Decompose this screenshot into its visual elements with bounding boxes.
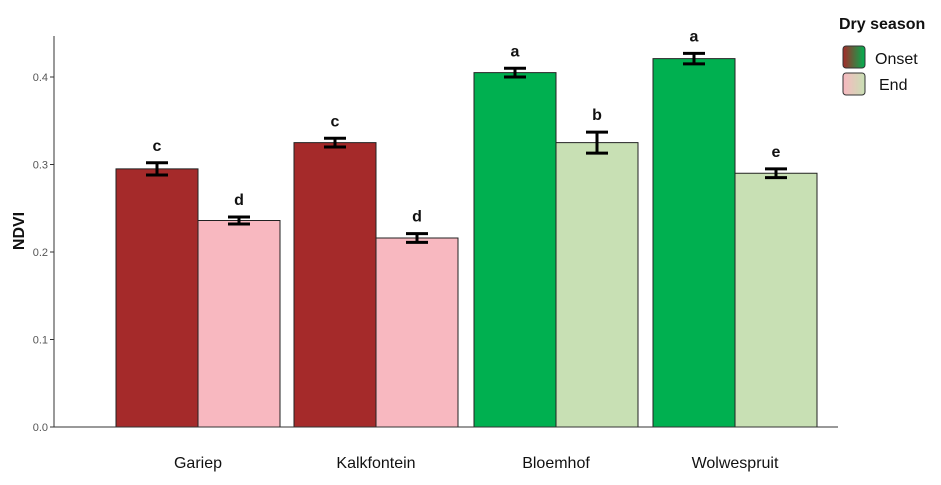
significance-label-kalkfontein-onset: c bbox=[331, 113, 340, 130]
bar-kalkfontein-end bbox=[375, 237, 459, 428]
x-tick-label-kalkfontein: Kalkfontein bbox=[336, 455, 415, 472]
significance-label-kalkfontein-end: d bbox=[412, 209, 422, 226]
legend-title: Dry season bbox=[839, 16, 925, 33]
x-tick-label-wolwespruit: Wolwespruit bbox=[692, 455, 779, 472]
significance-label-bloemhof-onset: a bbox=[511, 43, 520, 60]
y-tick-label: 0.1 bbox=[33, 335, 48, 347]
legend: Dry season Onset End bbox=[839, 16, 925, 96]
legend-swatch-onset bbox=[842, 45, 866, 69]
y-tick-label: 0.0 bbox=[33, 422, 48, 434]
bar-gariep-end bbox=[197, 220, 281, 428]
bar-wolwespruit-end bbox=[734, 172, 818, 428]
error-bar-kalkfontein-onset bbox=[324, 136, 346, 149]
bar-wolwespruit-onset bbox=[652, 58, 736, 428]
x-tick-label-gariep: Gariep bbox=[174, 455, 222, 472]
bar-gariep-onset bbox=[115, 168, 199, 428]
bars-layer bbox=[115, 58, 818, 428]
error-bar-gariep-onset bbox=[146, 161, 168, 177]
legend-label-onset: Onset bbox=[875, 51, 918, 68]
axes-layer: Gariep Kalkfontein Bloemhof Wolwespruit 0.0 0… bbox=[33, 36, 838, 472]
bar-kalkfontein-onset bbox=[293, 142, 377, 428]
bar-bloemhof-end bbox=[555, 142, 639, 428]
significance-labels-layer: c d c d a b a e bbox=[153, 28, 781, 225]
y-tick-label: 0.2 bbox=[33, 247, 48, 259]
error-bar-bloemhof-end bbox=[586, 130, 608, 155]
legend-label-end: End bbox=[879, 77, 907, 94]
y-axis-title: NDVI bbox=[11, 212, 28, 250]
error-bar-wolwespruit-end bbox=[765, 167, 787, 180]
y-tick-label: 0.4 bbox=[33, 72, 48, 84]
significance-label-gariep-end: d bbox=[234, 192, 244, 209]
significance-label-wolwespruit-end: e bbox=[772, 144, 781, 161]
error-bar-kalkfontein-end bbox=[406, 232, 428, 244]
error-bar-wolwespruit-onset bbox=[683, 51, 705, 66]
error-bar-gariep-end bbox=[228, 215, 250, 226]
bar-bloemhof-onset bbox=[473, 72, 557, 428]
error-bar-bloemhof-onset bbox=[504, 66, 526, 79]
significance-label-wolwespruit-onset: a bbox=[690, 28, 699, 45]
legend-swatch-end bbox=[842, 72, 866, 96]
error-bars-layer bbox=[146, 51, 787, 244]
y-tick-label: 0.3 bbox=[33, 160, 48, 172]
x-tick-label-bloemhof: Bloemhof bbox=[522, 455, 590, 472]
significance-label-bloemhof-end: b bbox=[592, 107, 602, 124]
significance-label-gariep-onset: c bbox=[153, 138, 162, 155]
